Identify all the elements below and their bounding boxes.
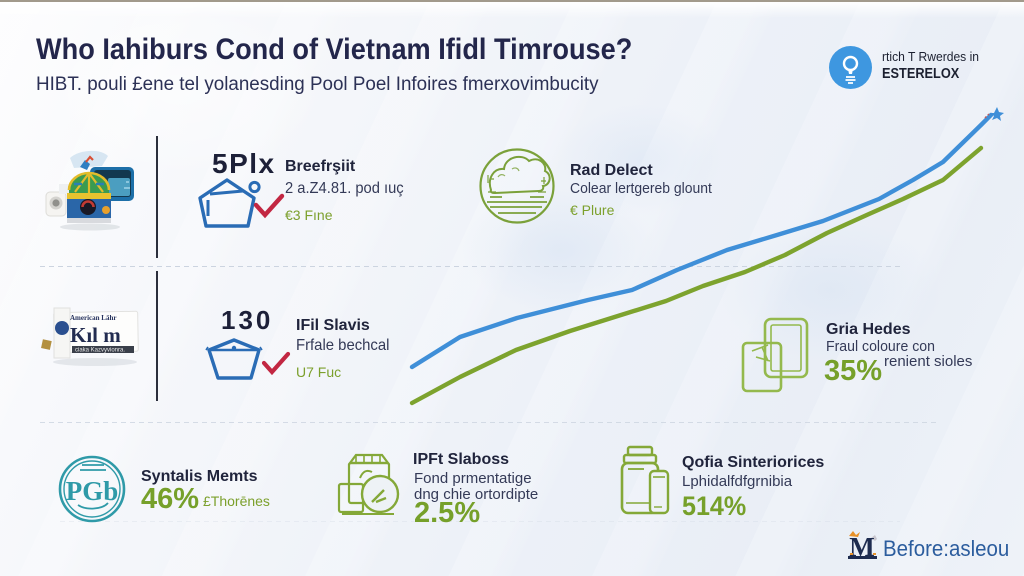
svg-text:PGb: PGb xyxy=(66,476,119,506)
svg-text:American Lähr: American Lähr xyxy=(70,314,116,322)
svg-text:Kıl m: Kıl m xyxy=(70,323,121,347)
svg-text:ciaka Kazvyvionra.: ciaka Kazvyvionra. xyxy=(75,348,125,354)
